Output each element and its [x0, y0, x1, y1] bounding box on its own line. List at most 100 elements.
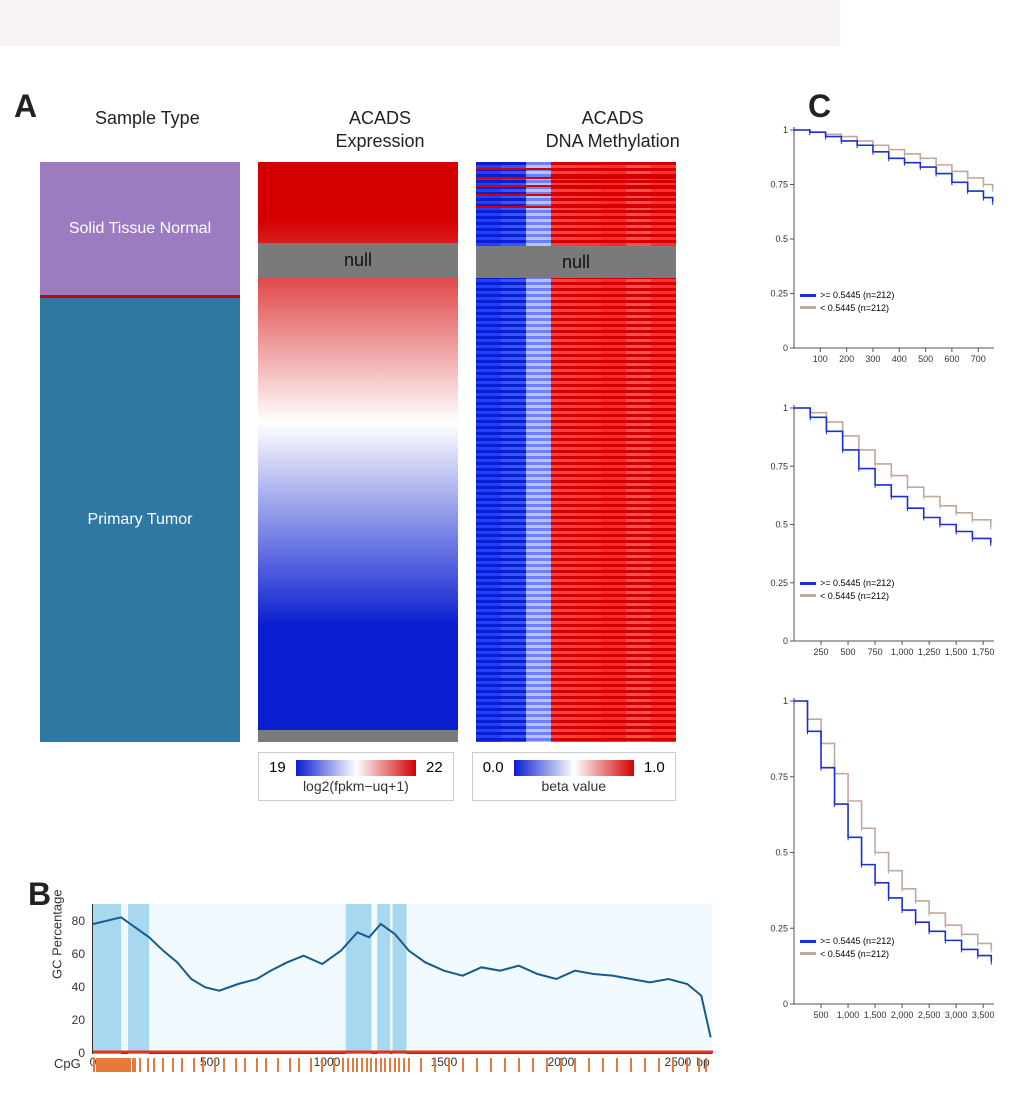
km-ytick: 0.75	[770, 772, 788, 782]
expression-column: null	[258, 162, 458, 742]
legend-methylation: 0.0 1.0 beta value	[472, 752, 676, 801]
km-axes	[794, 130, 994, 348]
sample-tumor: Primary Tumor	[40, 298, 240, 742]
cpg-island	[346, 904, 372, 1054]
cpg-site	[420, 1058, 422, 1072]
cpg-site	[342, 1058, 344, 1072]
cpg-site	[686, 1058, 688, 1072]
panel-label-c: C	[808, 88, 831, 125]
cpg-site	[504, 1058, 506, 1072]
legend-meth-max: 1.0	[644, 759, 665, 776]
gc-chart: GC Percentage 020406080 0500100015002000…	[92, 904, 712, 1054]
cpg-label: CpG	[54, 1056, 81, 1071]
cpg-site	[384, 1058, 386, 1072]
km-ytick: 0	[783, 636, 788, 646]
km-curve-low	[794, 408, 991, 527]
km-ytick: 0	[783, 999, 788, 1009]
cpg-site	[352, 1058, 354, 1072]
km-ytick: 0.75	[770, 180, 788, 190]
legend-expr-max: 22	[426, 759, 443, 776]
km-curve-high	[794, 130, 993, 202]
gc-ytick: 60	[72, 947, 85, 961]
km-xtick: 3,500	[972, 1010, 995, 1020]
km-ytick: 1	[783, 696, 788, 706]
cpg-site	[223, 1058, 225, 1072]
km-xtick: 500	[918, 354, 933, 364]
cpg-site	[370, 1058, 372, 1072]
cpg-site	[380, 1058, 382, 1072]
km-plot-1: 00.250.50.7512505007501,0001,2501,5001,7…	[760, 402, 1000, 667]
figure: A B C Sample Type ACADS Expression ACADS…	[0, 46, 1020, 1103]
km-ytick: 0.5	[775, 848, 788, 858]
header-expression: ACADS Expression	[273, 108, 488, 152]
km-ytick: 0.25	[770, 923, 788, 933]
km-ytick: 1	[783, 125, 788, 135]
cpg-site	[347, 1058, 349, 1072]
cpg-site	[532, 1058, 534, 1072]
cpg-site	[153, 1058, 155, 1072]
km-xtick: 1,000	[891, 647, 914, 657]
cpg-site	[448, 1058, 450, 1072]
panel-a-body: Solid Tissue NormalPrimary Tumor null nu…	[40, 162, 720, 742]
km-ytick: 0.25	[770, 578, 788, 588]
km-xtick: 500	[814, 1010, 829, 1020]
cpg-site	[518, 1058, 520, 1072]
km-plot-0: 00.250.50.751100200300400500600700>= 0.5…	[760, 124, 1000, 374]
km-xtick: 500	[841, 647, 856, 657]
km-xtick: 100	[813, 354, 828, 364]
panel-label-b: B	[28, 876, 51, 913]
legend-expression: 19 22 log2(fpkm−uq+1)	[258, 752, 454, 801]
km-xtick: 1,250	[918, 647, 941, 657]
panel-a: Sample Type ACADS Expression ACADS DNA M…	[40, 108, 720, 801]
cpg-island	[93, 904, 121, 1054]
legend-meth-min: 0.0	[483, 759, 504, 776]
cpg-site	[366, 1058, 368, 1072]
km-xtick: 1,500	[945, 647, 968, 657]
panel-label-a: A	[14, 88, 37, 125]
km-curve-high	[794, 701, 991, 962]
km-ytick: 0.75	[770, 461, 788, 471]
km-legend-low: < 0.5445 (n=212)	[820, 302, 889, 315]
cpg-site	[310, 1058, 312, 1072]
cpg-site	[574, 1058, 576, 1072]
header-expr-gene: ACADS	[349, 108, 411, 128]
cpg-site	[202, 1058, 204, 1072]
km-xtick: 2,000	[891, 1010, 914, 1020]
cpg-site	[333, 1058, 335, 1072]
cpg-site	[356, 1058, 358, 1072]
km-xtick: 300	[865, 354, 880, 364]
cpg-site	[193, 1058, 195, 1072]
meth-top-stripe	[476, 206, 676, 208]
legend-meth-label: beta value	[483, 778, 665, 794]
legend-expr-bar	[296, 760, 416, 776]
cpg-site	[490, 1058, 492, 1072]
cpg-site	[546, 1058, 548, 1072]
km-xtick: 750	[868, 647, 883, 657]
cpg-site	[698, 1058, 700, 1072]
km-legend: >= 0.5445 (n=212)< 0.5445 (n=212)	[800, 935, 894, 960]
km-xtick: 1,000	[837, 1010, 860, 1020]
panel-a-headers: Sample Type ACADS Expression ACADS DNA M…	[40, 108, 720, 152]
cpg-site	[434, 1058, 436, 1072]
header-expr-sub: Expression	[273, 131, 488, 152]
km-legend: >= 0.5445 (n=212)< 0.5445 (n=212)	[800, 289, 894, 314]
legend-expr-min: 19	[269, 759, 286, 776]
km-legend-high: >= 0.5445 (n=212)	[820, 935, 894, 948]
sample-normal: Solid Tissue Normal	[40, 162, 240, 295]
cpg-site	[147, 1058, 149, 1072]
km-xtick: 1,500	[864, 1010, 887, 1020]
gc-yaxis: 020406080	[53, 904, 89, 1053]
header-meth-sub: DNA Methylation	[505, 131, 720, 152]
km-legend-low: < 0.5445 (n=212)	[820, 948, 889, 961]
cpg-site	[244, 1058, 246, 1072]
km-xtick: 250	[814, 647, 829, 657]
expr-null-band: null	[258, 243, 458, 278]
km-xtick: 2,500	[918, 1010, 941, 1020]
header-meth-gene: ACADS	[582, 108, 644, 128]
meth-top-stripe	[476, 168, 676, 170]
km-ytick: 0.5	[775, 520, 788, 530]
km-legend-low: < 0.5445 (n=212)	[820, 590, 889, 603]
cpg-site	[630, 1058, 632, 1072]
km-ytick: 0.5	[775, 234, 788, 244]
km-legend-high: >= 0.5445 (n=212)	[820, 289, 894, 302]
